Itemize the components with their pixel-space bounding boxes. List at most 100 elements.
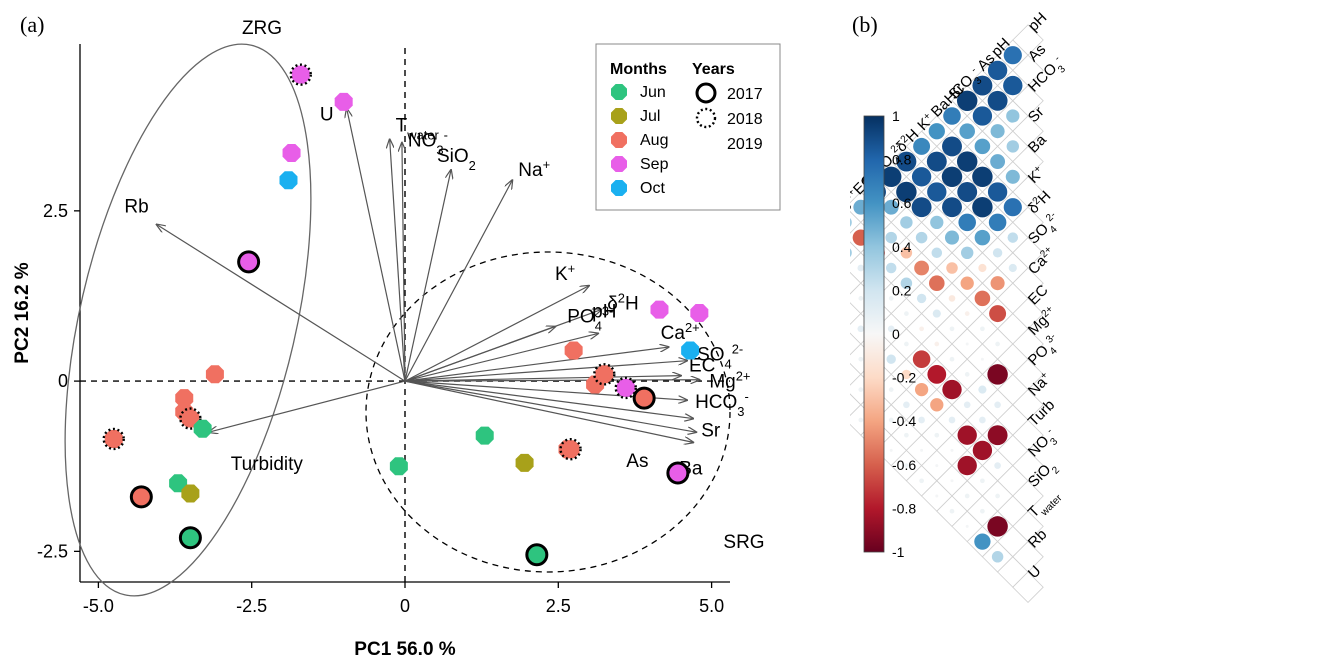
correlation-circle: [990, 124, 1005, 139]
score-point: [181, 484, 200, 503]
correlation-circle: [989, 305, 1007, 323]
legend-year-label: 2019: [727, 136, 763, 153]
loading-arrow: [404, 170, 451, 382]
matrix-cell: [850, 332, 862, 356]
x-tick-label: 0: [400, 596, 410, 616]
x-tick-label: -2.5: [236, 596, 267, 616]
score-point: [561, 440, 580, 459]
score-point: [515, 453, 534, 472]
correlation-circle: [987, 425, 1008, 446]
loading-label: PO43-: [567, 303, 613, 333]
legend-year-marker: [695, 82, 717, 104]
legend-months-title: Months: [610, 61, 667, 78]
correlation-circle: [1006, 109, 1020, 123]
correlation-circle: [896, 151, 917, 172]
correlation-circle: [943, 107, 961, 125]
correlation-circle: [974, 229, 991, 246]
correlation-circle: [948, 295, 956, 302]
y-tick-label: 0: [58, 371, 68, 391]
score-point: [193, 419, 212, 438]
loading-label: K+: [555, 260, 575, 285]
correlation-circle: [900, 216, 913, 229]
correlation-circle: [850, 248, 852, 258]
score-point: [132, 487, 151, 506]
colorbar-tick-label: 0: [892, 326, 900, 342]
loading-arrow: [404, 380, 699, 381]
score-point: [475, 426, 494, 445]
correlation-circle: [992, 248, 1003, 258]
correlation-circle: [995, 341, 1000, 347]
correlation-circle: [972, 75, 993, 96]
loading-arrow: [402, 143, 405, 382]
correlation-circle: [928, 123, 945, 140]
score-point: [282, 143, 301, 162]
correlation-circle: [914, 382, 929, 397]
matrix-cell: [850, 211, 862, 234]
y-tick-label: -2.5: [37, 541, 68, 561]
loading-label: SO42-: [697, 341, 743, 371]
score-point: [205, 365, 224, 384]
year-2018-ring: [179, 407, 202, 430]
correlation-circle: [880, 166, 902, 188]
loading-label: HCO3-: [695, 389, 749, 419]
year-2017-ring: [632, 386, 656, 410]
legend-year-label: 2018: [727, 111, 763, 128]
correlation-circle: [960, 246, 974, 260]
correlation-circle: [987, 516, 1008, 537]
legend-month-marker: [611, 108, 627, 124]
correlation-circle: [980, 357, 984, 361]
colorbar-tick-label: -0.8: [892, 500, 916, 516]
correlation-circle: [972, 440, 993, 461]
matrix-cell: [850, 393, 862, 417]
colorbar-tick-label: 0.2: [892, 282, 912, 298]
correlation-circle: [946, 262, 958, 274]
legend-month-label: Aug: [640, 132, 668, 149]
score-point: [564, 341, 583, 360]
correlation-circle: [963, 401, 971, 409]
loading-arrow: [404, 380, 693, 418]
colorbar-tick-label: 0.4: [892, 239, 912, 255]
colorbar-tick-label: -1: [892, 544, 905, 560]
correlation-circle: [1003, 46, 1022, 65]
correlation-circle: [990, 276, 1005, 291]
year-2018-ring: [614, 376, 637, 400]
correlation-circle: [904, 432, 909, 438]
correlation-circle: [965, 342, 969, 346]
correlation-circle: [857, 264, 865, 272]
score-point: [681, 341, 700, 360]
correlation-circle: [935, 494, 939, 498]
correlation-circle: [942, 136, 962, 157]
score-point: [279, 171, 298, 190]
score-point: [635, 389, 654, 408]
legend-box: [595, 43, 781, 211]
correlation-circle: [885, 262, 897, 274]
panel-b-label: (b): [852, 12, 878, 37]
year-2018-ring: [559, 438, 582, 461]
colorbar-tick-label: -0.4: [892, 413, 916, 429]
correlation-matrix: pHpHAsAsHCO3-HCO3-SrSrBaBaK+K+δ2Hδ2HSO42…: [850, 9, 1068, 603]
legend-month-label: Oct: [640, 180, 665, 197]
score-point: [668, 464, 687, 483]
correlation-circle: [930, 398, 944, 412]
correlation-circle: [901, 369, 912, 380]
legend-month-marker: [611, 84, 627, 100]
correlation-circle: [994, 401, 1001, 409]
correlation-circle: [950, 448, 954, 452]
legend-month-label: Jul: [640, 108, 660, 125]
correlation-circle: [941, 166, 963, 188]
correlation-circle: [964, 311, 970, 316]
correlation-circle: [934, 341, 940, 347]
year-2017-ring: [237, 250, 261, 274]
year-2017-ring: [129, 485, 153, 509]
panel-a-label: (a): [20, 12, 45, 37]
x-axis-title: PC1 56.0 %: [354, 639, 455, 660]
correlation-circle: [915, 231, 928, 244]
correlation-circle: [900, 277, 913, 289]
loading-arrow: [404, 380, 696, 432]
colorbar-tick-label: -0.2: [892, 370, 916, 386]
correlation-circle: [957, 455, 977, 476]
score-point: [169, 474, 188, 493]
matrix-cell: [1012, 571, 1044, 603]
score-point: [181, 528, 200, 547]
correlation-circle: [978, 263, 987, 273]
